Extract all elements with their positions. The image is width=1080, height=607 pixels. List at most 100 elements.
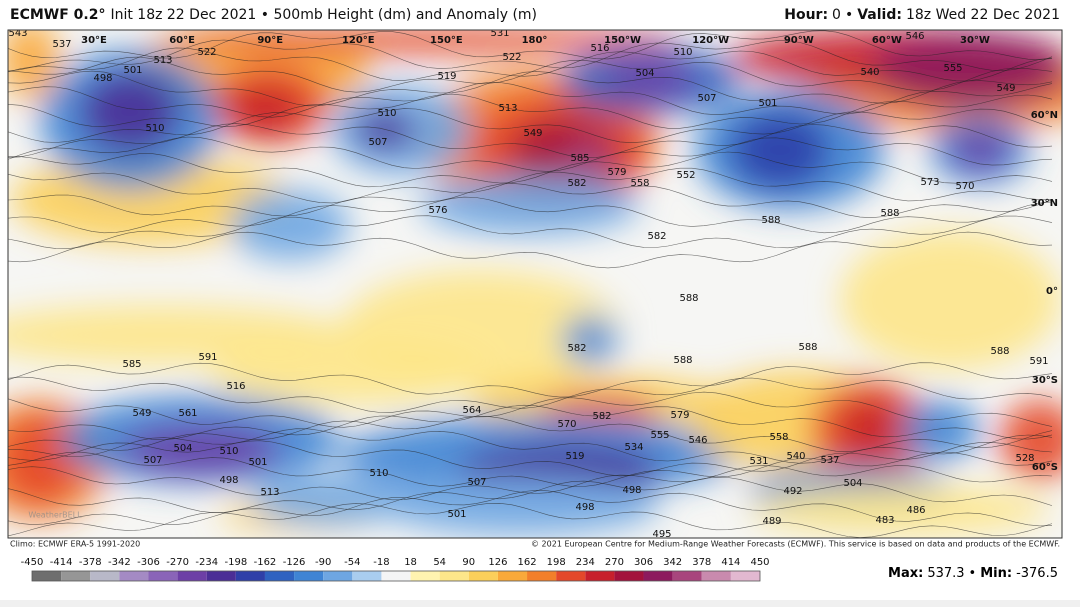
contour-label: 504 <box>843 478 862 489</box>
colorbar-cell <box>61 571 91 581</box>
contour-line <box>8 123 1053 159</box>
colorbar-label: -162 <box>254 557 277 568</box>
contour-label: 588 <box>761 215 780 226</box>
header-left: ECMWF 0.2° Init 18z 22 Dec 2021 • 500mb H… <box>10 7 537 23</box>
contour-line <box>8 362 1053 398</box>
contour-label: 507 <box>697 93 716 104</box>
contour-line <box>8 415 1053 453</box>
contour-label: 498 <box>219 475 238 486</box>
contour-label: 570 <box>557 419 576 430</box>
contour-label: 588 <box>679 293 698 304</box>
colorbar-label: 54 <box>433 557 446 568</box>
contour-line <box>8 440 1053 477</box>
contour-label: 504 <box>635 68 654 79</box>
anomaly-blob <box>355 110 415 150</box>
colorbar-label: -414 <box>50 557 73 568</box>
anomaly-blob <box>900 400 980 460</box>
contour-label: 528 <box>1015 453 1034 464</box>
anomaly-blob <box>565 140 615 180</box>
contour-label: 582 <box>647 231 666 242</box>
colorbar-cell <box>614 571 644 581</box>
contour-label: 501 <box>248 457 267 468</box>
contour-line <box>8 404 1053 441</box>
contour-label: 513 <box>498 103 517 114</box>
anomaly-blob <box>80 72 180 152</box>
colorbar-cell <box>90 571 120 581</box>
contour-label: 585 <box>122 359 141 370</box>
anomaly-blob <box>340 270 620 390</box>
contour-line <box>8 428 1053 464</box>
contour-line <box>8 489 1053 527</box>
contour-label: 492 <box>783 486 802 497</box>
max-label: Max: <box>888 566 923 581</box>
contour-line <box>8 167 1053 204</box>
contour-line <box>8 476 1053 513</box>
anomaly-blob <box>230 190 350 260</box>
anomaly-blob <box>8 305 350 365</box>
separator: • <box>845 7 853 23</box>
contour-line <box>8 82 1053 118</box>
contour-label: 582 <box>567 178 586 189</box>
anomaly-blob <box>575 328 605 352</box>
copyright: © 2021 European Centre for Medium-Range … <box>531 540 1060 549</box>
longitude-label: 120°W <box>692 35 729 46</box>
contour-label: 498 <box>622 485 641 496</box>
contour-label: 540 <box>786 451 805 462</box>
contour-label: 579 <box>607 167 626 178</box>
contour-label: 513 <box>260 487 279 498</box>
longitude-label: 60°E <box>169 35 195 46</box>
contour-label: 585 <box>570 153 589 164</box>
colorbar-cell <box>206 571 236 581</box>
anomaly-blob <box>870 32 1062 108</box>
colorbar-frame <box>31 570 761 582</box>
contour-label: 543 <box>8 28 27 39</box>
anomaly-blob <box>420 175 640 235</box>
contour-label: 588 <box>798 342 817 353</box>
stats: Max: 537.3 • Min: -376.5 <box>888 566 1058 581</box>
contour-label: 510 <box>673 47 692 58</box>
contour-label: 561 <box>178 408 197 419</box>
colorbar-cell <box>352 571 382 581</box>
longitude-label: 120°E <box>342 35 375 46</box>
contour-label: 573 <box>920 177 939 188</box>
contour-label: 552 <box>676 170 695 181</box>
contour-label: 486 <box>906 505 925 516</box>
colorbar-cell <box>323 571 353 581</box>
anomaly-blob <box>1000 400 1062 480</box>
contour-label: 588 <box>673 355 692 366</box>
anomaly-blob <box>160 30 680 54</box>
description: Init 18z 22 Dec 2021 • 500mb Height (dm)… <box>110 7 537 23</box>
colorbar-label: -54 <box>344 557 360 568</box>
longitude-label: 150°W <box>604 35 641 46</box>
colorbar-cell <box>32 571 62 581</box>
anomaly-blob <box>730 110 830 190</box>
map-frame <box>7 29 1063 539</box>
anomaly-blob <box>840 400 900 460</box>
colorbar-label: 270 <box>605 557 624 568</box>
colorbar-cell <box>148 571 178 581</box>
anomaly-blob <box>840 230 1060 370</box>
contour-line <box>8 56 1053 93</box>
contour-label: 555 <box>650 430 669 441</box>
contour-label: 531 <box>749 456 768 467</box>
contour-label: 489 <box>762 516 781 527</box>
contour-label: 507 <box>467 477 486 488</box>
anomaly-blob <box>605 60 695 100</box>
contour-label: 582 <box>567 343 586 354</box>
colorbar-label: 18 <box>404 557 417 568</box>
contour-label: 504 <box>173 443 192 454</box>
contour-line <box>8 451 1053 487</box>
contour-label: 516 <box>590 43 609 54</box>
colorbar-cell <box>235 571 265 581</box>
colorbar-label: -198 <box>224 557 247 568</box>
contour-line <box>8 196 1053 234</box>
colorbar-cell <box>527 571 557 581</box>
colorbar-label: -126 <box>283 557 306 568</box>
colorbar-cell <box>701 571 731 581</box>
colorbar-cell <box>381 571 411 581</box>
contour-label: 549 <box>132 408 151 419</box>
colorbar-cell <box>585 571 615 581</box>
contour-label: 510 <box>369 468 388 479</box>
colorbar-label: -450 <box>21 557 44 568</box>
colorbar-cell <box>643 571 673 581</box>
